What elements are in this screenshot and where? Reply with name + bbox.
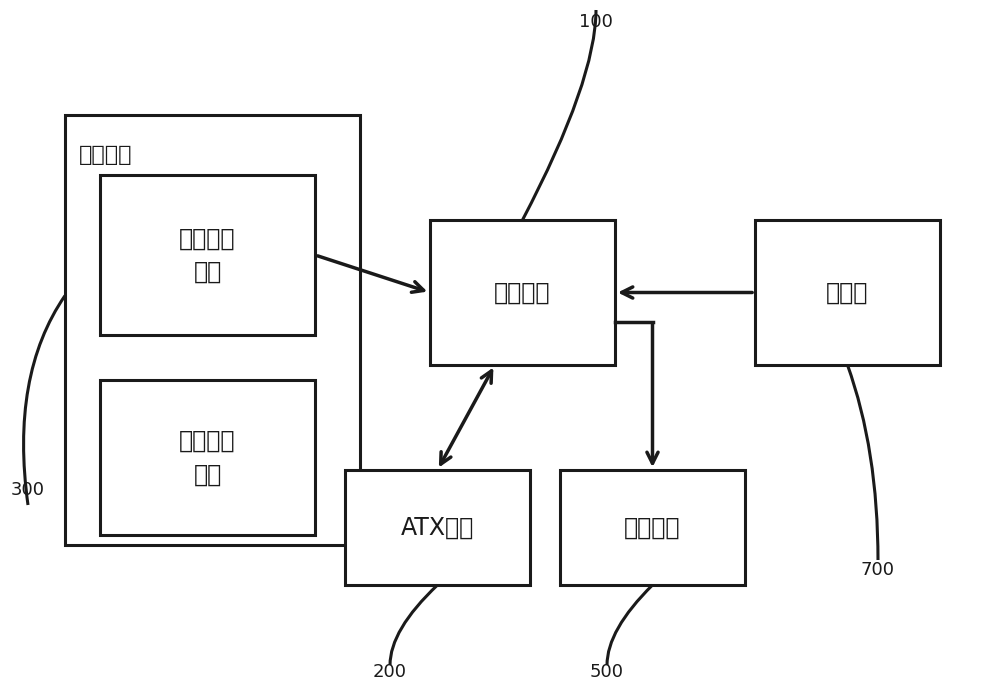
Text: 开机键: 开机键 <box>826 281 869 305</box>
Text: 200: 200 <box>373 663 407 681</box>
Text: 第一导通
线路: 第一导通 线路 <box>179 226 236 284</box>
Bar <box>100 175 315 335</box>
Text: 主板电源: 主板电源 <box>624 515 681 540</box>
Bar <box>345 470 530 585</box>
Text: 导通线路: 导通线路 <box>79 145 132 165</box>
Text: ATX电源: ATX电源 <box>401 515 474 540</box>
Text: 700: 700 <box>861 561 895 579</box>
Bar <box>100 380 315 535</box>
Bar <box>755 220 940 365</box>
Bar <box>65 115 360 545</box>
Text: 主板芯片: 主板芯片 <box>494 281 551 305</box>
Text: 100: 100 <box>579 13 613 31</box>
Bar <box>430 220 615 365</box>
Text: 300: 300 <box>11 481 45 499</box>
Text: 500: 500 <box>590 663 624 681</box>
Bar <box>560 470 745 585</box>
Text: 第二导通
线路: 第二导通 线路 <box>179 428 236 486</box>
